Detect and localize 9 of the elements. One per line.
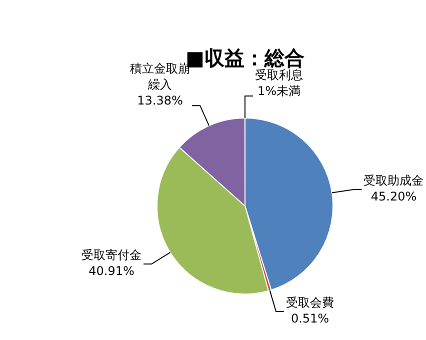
slice-label: 受取会費 xyxy=(286,296,334,310)
data-label: 1%未満 xyxy=(257,84,300,98)
data-label: 0.51% xyxy=(290,312,330,326)
slice-label: 受取利息 xyxy=(254,68,303,82)
data-label: 45.20% xyxy=(370,190,417,204)
data-label: 40.91% xyxy=(88,264,134,278)
slice-label: 受取寄付金 xyxy=(82,248,142,262)
data-label: 13.38% xyxy=(137,94,183,108)
slice-label: 受取助成金 xyxy=(364,174,424,188)
